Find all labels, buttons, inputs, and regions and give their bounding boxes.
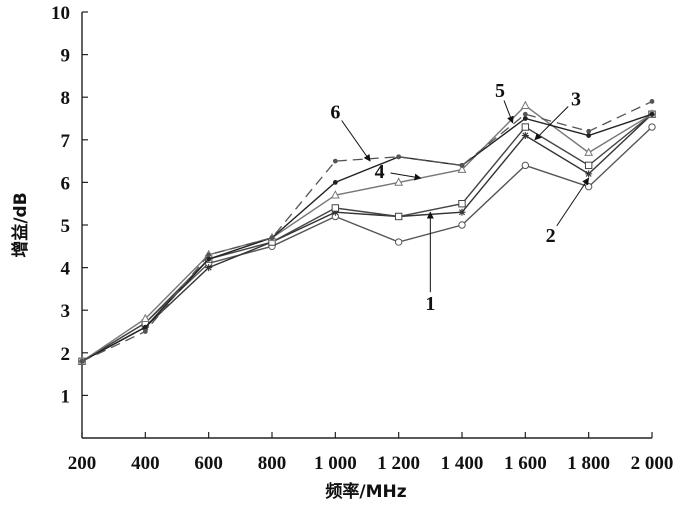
data-point	[458, 221, 466, 229]
y-tick-label: 5	[61, 216, 71, 237]
data-point	[459, 162, 465, 168]
callout-label-1: 1	[425, 293, 435, 315]
series-line-6	[81, 100, 653, 362]
callout-arrow-3	[534, 106, 569, 141]
x-tick-label: 2 000	[631, 453, 674, 474]
data-point	[140, 313, 150, 323]
series-line-3	[81, 113, 653, 362]
data-point	[584, 161, 593, 170]
data-point	[206, 252, 212, 258]
y-tick-label: 6	[61, 173, 71, 194]
y-tick-label: 9	[61, 46, 71, 67]
callout-label-3: 3	[571, 89, 581, 111]
data-point	[521, 123, 530, 131]
data-point	[649, 111, 655, 117]
y-tick-label: 10	[51, 3, 70, 24]
series-line-1	[81, 126, 653, 362]
y-tick-label: 2	[61, 344, 71, 365]
data-point	[269, 235, 275, 241]
x-tick-label: 1 400	[441, 453, 484, 474]
data-point	[394, 212, 403, 221]
x-tick-label: 600	[194, 453, 223, 474]
data-point	[142, 329, 148, 334]
callout-arrow-2	[556, 177, 590, 227]
callout-label-6: 6	[330, 102, 340, 124]
y-tick-label: 7	[61, 131, 71, 152]
x-tick-label: 1 800	[567, 453, 610, 474]
callout-label-5: 5	[495, 80, 505, 102]
data-point	[331, 204, 340, 212]
callout-label-4: 4	[375, 161, 385, 183]
x-axis-title: 频率/MHz	[325, 481, 406, 502]
data-point	[585, 170, 593, 178]
data-point	[522, 116, 528, 121]
callout-arrow-5	[503, 100, 514, 124]
data-point	[332, 179, 338, 185]
data-point	[394, 177, 404, 186]
data-point	[586, 128, 592, 134]
y-tick-label: 1	[61, 386, 71, 407]
data-point	[522, 111, 528, 117]
data-point	[79, 358, 85, 364]
plot-area: 1 2 3 4 5 6 7 8 9 10 200 400 600 800 1 000 1 200 1 400 1 …	[51, 3, 673, 474]
data-point	[142, 324, 148, 330]
series-line-2	[81, 113, 653, 362]
data-point	[584, 147, 594, 156]
data-point	[586, 133, 592, 138]
data-point	[584, 182, 593, 191]
data-point	[205, 264, 213, 272]
y-axis-title: 增益/dB	[10, 192, 31, 257]
data-point	[394, 238, 403, 246]
callout-arrow-6	[341, 120, 371, 162]
x-tick-label: 1 600	[504, 453, 547, 474]
y-tick-label: 8	[61, 88, 71, 109]
data-point	[521, 132, 529, 140]
y-tick-label: 4	[61, 259, 71, 280]
series-line-4	[81, 104, 653, 362]
x-tick-label: 800	[258, 453, 287, 474]
data-point	[331, 208, 339, 216]
data-point	[396, 154, 402, 160]
data-point	[520, 100, 530, 110]
data-point	[332, 158, 338, 164]
callout-label-2: 2	[546, 225, 556, 247]
data-point	[521, 161, 530, 170]
x-tick-label: 1 200	[377, 453, 420, 474]
y-tick-label: 3	[61, 301, 71, 322]
x-tick-label: 400	[131, 453, 160, 474]
data-point	[649, 99, 655, 104]
x-tick-label: 200	[68, 453, 97, 474]
data-point	[458, 208, 466, 216]
data-point	[330, 190, 340, 199]
data-point	[648, 123, 656, 131]
data-point	[457, 164, 467, 173]
data-point	[206, 256, 212, 262]
x-tick-label: 1 000	[314, 453, 357, 474]
data-point	[458, 200, 466, 208]
callout-arrow-4	[390, 172, 422, 181]
